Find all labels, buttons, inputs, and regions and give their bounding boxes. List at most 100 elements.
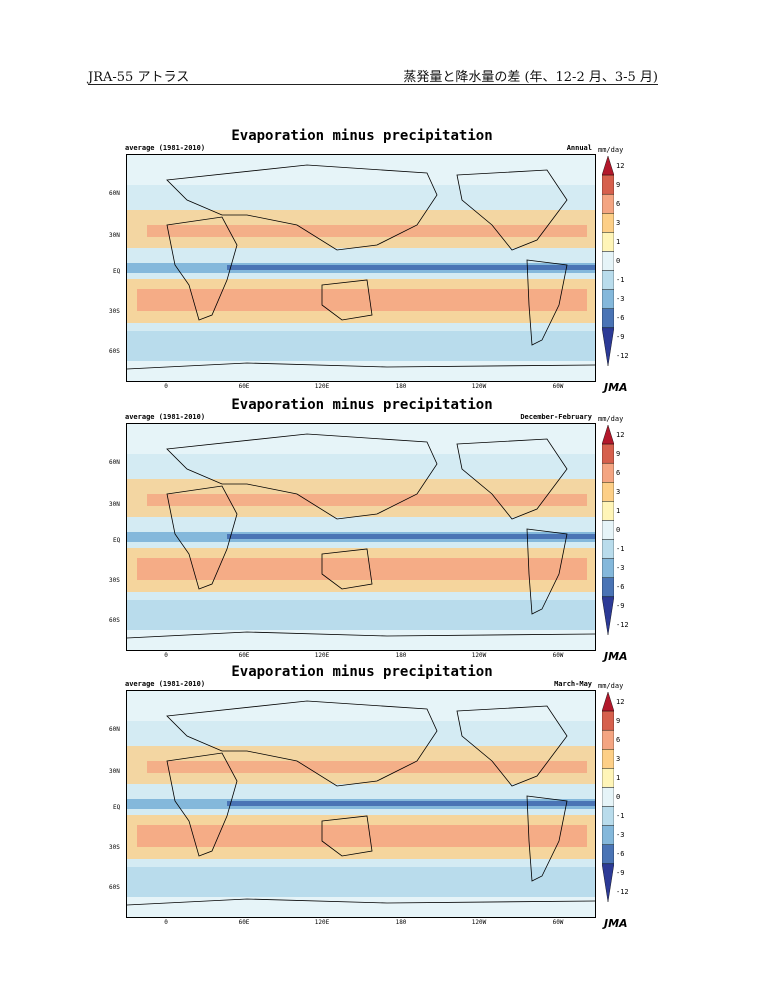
colorbar <box>602 425 614 635</box>
colorbar-segment <box>602 213 614 233</box>
colorbar-tick-label: -3 <box>616 564 625 573</box>
colorbar-segment <box>602 289 614 309</box>
band-southern-ocean <box>127 867 595 897</box>
colorbar-tick-label: 1 <box>616 773 621 782</box>
header-left: JRA-55 アトラス <box>88 70 190 85</box>
lon-label: 180 <box>395 652 407 659</box>
band-polar-s <box>127 897 595 917</box>
lon-label: 60E <box>238 919 250 926</box>
colorbar-segment <box>602 232 614 252</box>
band-southern-ocean <box>127 331 595 361</box>
colorbar-tick-label: -12 <box>616 888 629 897</box>
colorbar-tick-label: -6 <box>616 850 625 859</box>
colorbar-tick-label: 3 <box>616 218 621 227</box>
lon-label: 120W <box>471 919 487 926</box>
colorbar-tick-label: -1 <box>616 812 625 821</box>
world-map <box>126 154 596 382</box>
colorbar-tick-label: -6 <box>616 314 625 323</box>
colorbar-segment <box>602 863 614 902</box>
lon-label: 60W <box>552 383 564 390</box>
header-right: 蒸発量と降水量の差 (年、12-2 月、3-5 月) <box>403 70 658 85</box>
band-subtropics-n-core <box>147 494 587 506</box>
colorbar-tick-label: 12 <box>616 161 625 170</box>
colorbar-tick-label: 3 <box>616 754 621 763</box>
panel-subtitle: average (1981-2010) <box>125 680 206 688</box>
colorbar-tick-label: -1 <box>616 545 625 554</box>
lon-label: 60E <box>238 383 250 390</box>
coastline-australia <box>321 279 373 321</box>
colorbar-tick-label: 3 <box>616 487 621 496</box>
band-polar-n <box>127 424 595 454</box>
colorbar-segment <box>602 558 614 578</box>
colorbar-segment <box>602 729 614 750</box>
panel-title: Evaporation minus precipitation <box>231 397 493 413</box>
colorbar-segment <box>602 577 614 598</box>
lon-label: 0 <box>164 919 168 926</box>
band-polar-n <box>127 155 595 185</box>
colorbar-tick-label: -9 <box>616 602 625 611</box>
lon-label: 120E <box>314 652 330 659</box>
lat-label: 60S <box>109 348 120 355</box>
colorbar-tick-label: 9 <box>616 716 621 725</box>
coastline-africa <box>166 216 238 321</box>
lat-label: 30N <box>109 501 120 508</box>
colorbar-tick-label: -12 <box>616 352 629 361</box>
lat-label: 30N <box>109 232 120 239</box>
lat-label: 30S <box>109 577 120 584</box>
band-polar-n <box>127 691 595 721</box>
colorbar-segment <box>602 692 614 712</box>
colorbar-segment <box>602 327 614 366</box>
colorbar-segment <box>602 425 614 445</box>
lat-label: 60N <box>109 190 120 197</box>
colorbar-segment <box>602 768 614 788</box>
header-rule <box>88 84 658 85</box>
band-subtropics-s-core <box>137 825 587 847</box>
map-panel: Evaporation minus precipitation average … <box>109 397 642 663</box>
lat-label: EQ <box>113 268 121 275</box>
lon-label: 120E <box>314 919 330 926</box>
band-subtropics-n-core <box>147 761 587 773</box>
colorbar-tick-label: -6 <box>616 583 625 592</box>
band-subtropics-n-core <box>147 225 587 237</box>
colorbar-tick-label: 12 <box>616 697 625 706</box>
colorbar-segment <box>602 825 614 845</box>
jma-logo: JMA <box>604 381 628 394</box>
coastline-antarctica <box>127 362 595 370</box>
lat-label: 60S <box>109 884 120 891</box>
colorbar-tick-label: 6 <box>616 735 621 744</box>
coastline-eurasia <box>166 700 438 787</box>
colorbar-segment <box>602 251 614 271</box>
lon-label: 120W <box>471 383 487 390</box>
coastline-australia <box>321 548 373 590</box>
panel-subtitle: average (1981-2010) <box>125 144 206 152</box>
colorbar-unit: mm/day <box>598 415 624 423</box>
colorbar-segment <box>602 806 614 826</box>
lon-label: 180 <box>395 919 407 926</box>
colorbar-tick-label: 0 <box>616 257 621 265</box>
colorbar-segment <box>602 539 614 559</box>
colorbar-tick-label: -3 <box>616 831 625 840</box>
lon-label: 60W <box>552 919 564 926</box>
lat-label: 30N <box>109 768 120 775</box>
lon-label: 60E <box>238 652 250 659</box>
coastline-antarctica <box>127 898 595 906</box>
panel-title: Evaporation minus precipitation <box>231 664 493 680</box>
colorbar-tick-label: 9 <box>616 449 621 458</box>
panel-subtitle: average (1981-2010) <box>125 413 206 421</box>
coastline-south-america <box>526 259 568 346</box>
colorbar-tick-label: 12 <box>616 430 625 439</box>
jma-logo: JMA <box>604 917 628 930</box>
band-polar-s <box>127 630 595 650</box>
lat-label: 60N <box>109 726 120 733</box>
colorbar-segment <box>602 710 614 731</box>
colorbar-segment <box>602 520 614 540</box>
coastline-australia <box>321 815 373 857</box>
lon-label: 60W <box>552 652 564 659</box>
colorbar <box>602 692 614 902</box>
lon-label: 180 <box>395 383 407 390</box>
colorbar-tick-label: 1 <box>616 237 621 246</box>
panel-title: Evaporation minus precipitation <box>231 128 493 144</box>
panel-season: Annual <box>566 144 592 152</box>
colorbar-segment <box>602 443 614 464</box>
panel-season: December-February <box>520 413 592 421</box>
